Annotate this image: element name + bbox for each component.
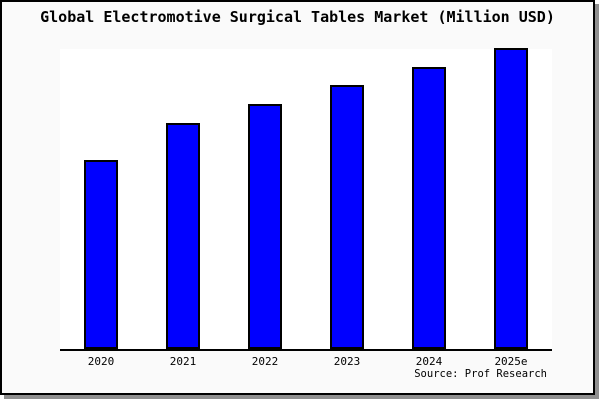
- source-credit: Source: Prof Research: [414, 368, 547, 380]
- bar-slot-2023: [306, 49, 388, 349]
- bar-2025e: [494, 48, 528, 349]
- x-tick-label-2024: 2024: [415, 355, 443, 368]
- chart-title: Global Electromotive Surgical Tables Mar…: [40, 8, 555, 26]
- x-tick-label-2020: 2020: [87, 355, 115, 368]
- bar-slot-2024: [388, 49, 470, 349]
- x-tick-label-2022: 2022: [251, 355, 279, 368]
- bars-row: [60, 48, 552, 349]
- x-tick-label-2025e: 2025e: [494, 355, 528, 368]
- x-tick-label-2021: 2021: [169, 355, 197, 368]
- bar-2020: [84, 160, 118, 349]
- x-tick-label-2023: 2023: [333, 355, 361, 368]
- bar-slot-2022: [224, 49, 306, 349]
- bar-2022: [248, 104, 282, 349]
- x-axis-labels: 2020 2021 2022 2023 2024 2025e: [60, 355, 552, 368]
- bar-2024: [412, 67, 446, 349]
- bar-slot-2020: [60, 49, 142, 349]
- bar-slot-2025e: [470, 48, 552, 349]
- bar-2023: [330, 85, 364, 349]
- chart-frame: Global Electromotive Surgical Tables Mar…: [0, 0, 595, 395]
- bar-2021: [166, 123, 200, 349]
- plot-area: [60, 48, 552, 351]
- bar-slot-2021: [142, 49, 224, 349]
